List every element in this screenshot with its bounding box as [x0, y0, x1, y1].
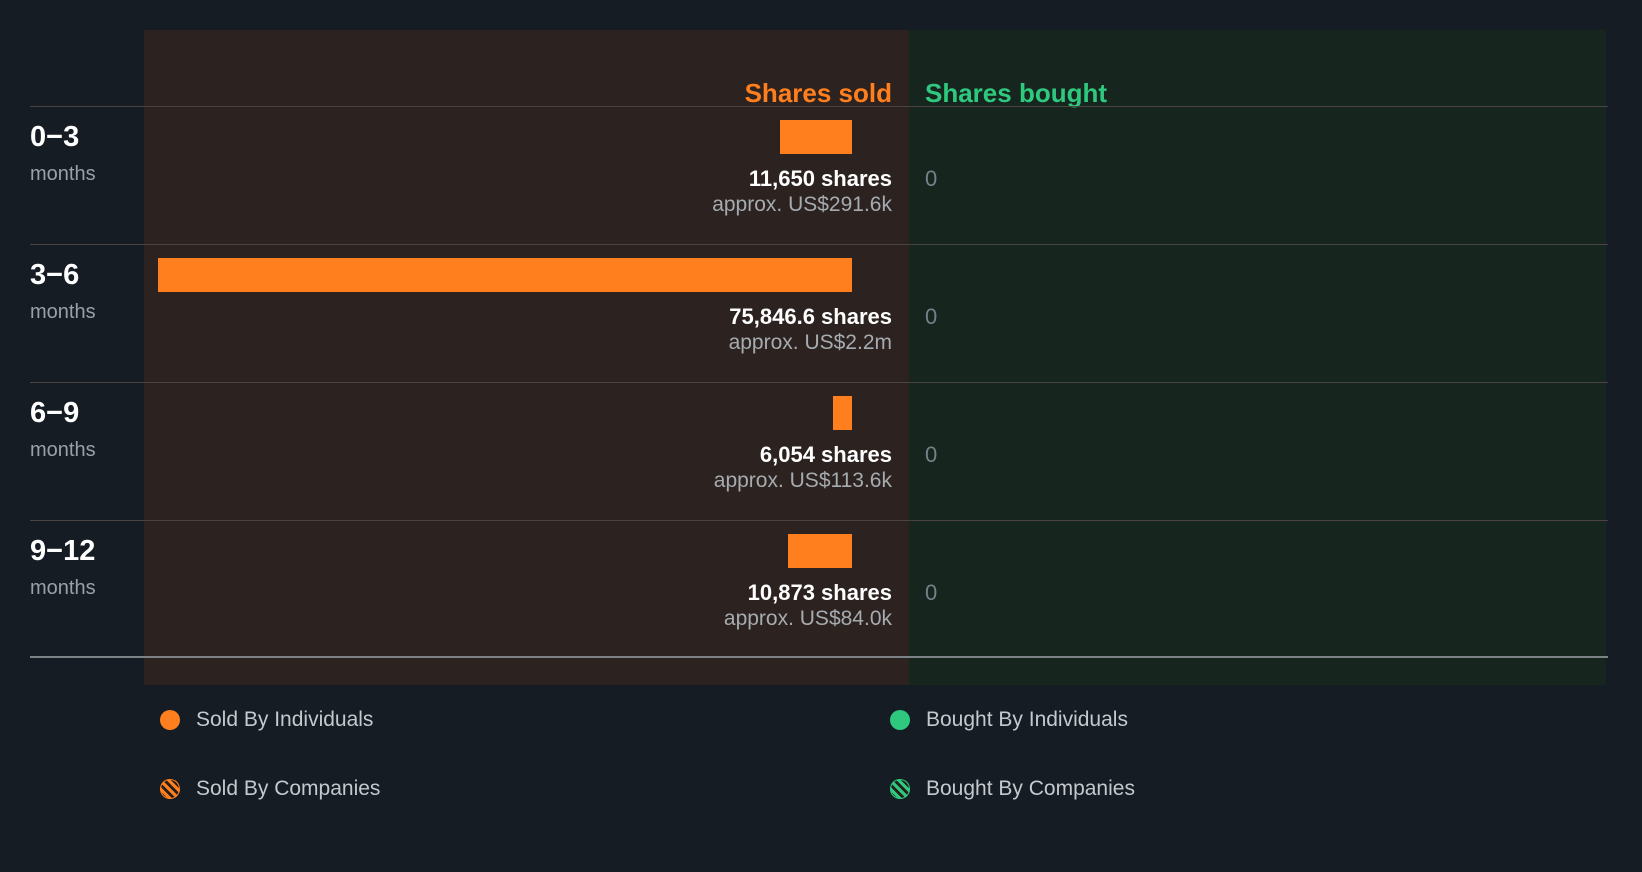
legend-label: Sold By Individuals	[196, 708, 374, 731]
shares-sold-count: 11,650 shares	[748, 166, 892, 191]
legend-label: Sold By Companies	[196, 777, 381, 800]
row-separator	[30, 382, 1608, 383]
shares-sold-count: 75,846.6 shares	[729, 304, 892, 329]
column-header-shares-sold: Shares sold	[744, 78, 892, 108]
shares-sold-approx-value: approx. US$113.6k	[713, 469, 892, 492]
shares-sold-bar-2[interactable]	[158, 258, 852, 292]
shares-bought-count-4: 0	[925, 580, 938, 605]
chart-axis-line	[30, 656, 1608, 658]
legend-swatch-icon	[160, 779, 180, 799]
shares-bought-column-panel	[909, 30, 1606, 685]
row-separator	[30, 520, 1608, 521]
shares-sold-bar-4[interactable]	[788, 534, 852, 568]
row-unit: months	[30, 577, 96, 599]
legend-swatch-icon	[160, 710, 180, 730]
row-range: 6−9	[30, 397, 80, 429]
legend-item-sold-by-individuals[interactable]: Sold By Individuals	[160, 708, 373, 732]
row-label-3: 6−9 months	[30, 396, 140, 463]
shares-sold-values-4: 10,873 shares approx. US$84.0k	[144, 580, 892, 632]
legend-item-bought-by-individuals[interactable]: Bought By Individuals	[890, 708, 1128, 732]
row-unit: months	[30, 301, 96, 323]
shares-bought-count-2: 0	[925, 304, 938, 329]
shares-sold-approx-value: approx. US$291.6k	[712, 193, 892, 216]
row-label-4: 9−12 months	[30, 534, 140, 601]
column-header-shares-bought: Shares bought	[925, 78, 1108, 108]
legend-item-bought-by-companies[interactable]: Bought By Companies	[890, 777, 1135, 801]
shares-sold-values-1: 11,650 shares approx. US$291.6k	[144, 166, 892, 218]
shares-sold-count: 10,873 shares	[747, 580, 892, 605]
legend-label: Bought By Companies	[926, 777, 1135, 800]
row-unit: months	[30, 439, 96, 461]
row-range: 0−3	[30, 121, 80, 153]
shares-sold-bar-1[interactable]	[780, 120, 852, 154]
row-label-1: 0−3 months	[30, 120, 140, 187]
row-label-2: 3−6 months	[30, 258, 140, 325]
row-separator	[30, 244, 1608, 245]
shares-sold-bar-3[interactable]	[833, 396, 852, 430]
shares-sold-values-2: 75,846.6 shares approx. US$2.2m	[144, 304, 892, 356]
legend-item-sold-by-companies[interactable]: Sold By Companies	[160, 777, 380, 801]
row-range: 3−6	[30, 259, 80, 291]
row-unit: months	[30, 163, 96, 185]
legend-label: Bought By Individuals	[926, 708, 1128, 731]
shares-sold-values-3: 6,054 shares approx. US$113.6k	[144, 442, 892, 494]
shares-bought-count-3: 0	[925, 442, 938, 467]
shares-bought-count-1: 0	[925, 166, 938, 191]
shares-sold-approx-value: approx. US$84.0k	[723, 607, 892, 630]
legend-swatch-icon	[890, 710, 910, 730]
shares-sold-count: 6,054 shares	[759, 442, 892, 467]
row-range: 9−12	[30, 535, 96, 567]
legend-swatch-icon	[890, 779, 910, 799]
chart-header: Shares sold Shares bought	[0, 30, 1642, 108]
row-separator	[30, 106, 1608, 107]
shares-sold-approx-value: approx. US$2.2m	[728, 331, 892, 354]
